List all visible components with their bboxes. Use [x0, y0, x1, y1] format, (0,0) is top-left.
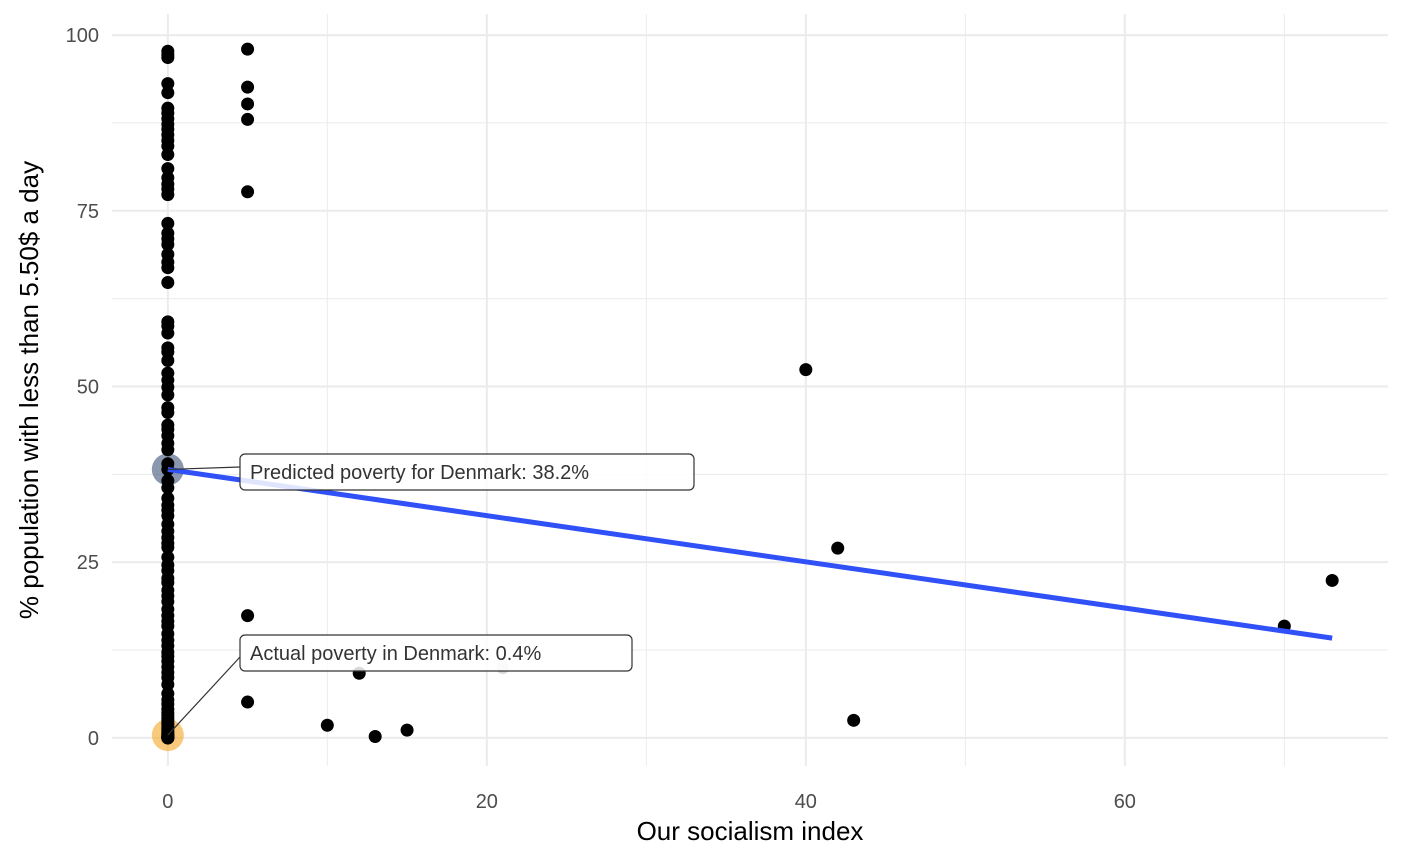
data-point	[161, 731, 175, 745]
data-point	[241, 609, 255, 623]
y-tick-label: 100	[66, 25, 99, 47]
data-point	[161, 51, 175, 65]
y-axis-title: % population with less than 5.50$ a day	[14, 161, 44, 619]
y-tick-label: 50	[77, 376, 99, 398]
data-point	[161, 77, 175, 91]
data-point	[161, 540, 175, 554]
regression-fit-line	[167, 466, 1333, 641]
x-tick-label: 0	[162, 791, 173, 813]
x-axis-title: Our socialism index	[637, 816, 864, 846]
data-point	[1325, 573, 1339, 587]
data-point	[831, 541, 845, 555]
annotation-box	[239, 634, 633, 672]
data-point	[161, 275, 175, 289]
predicted-annotation-label: Predicted poverty for Denmark: 38.2%	[250, 462, 589, 484]
data-point	[161, 388, 175, 402]
data-point	[161, 481, 175, 495]
data-point	[161, 188, 175, 202]
data-point	[161, 677, 175, 691]
data-point	[161, 261, 175, 275]
data-point	[241, 80, 255, 94]
annotation-box	[239, 453, 695, 491]
x-tick-label: 40	[795, 791, 817, 813]
y-tick-label: 0	[88, 728, 99, 750]
y-tick-label: 75	[77, 201, 99, 223]
y-tick-labels: 0 25 50 75 100	[66, 25, 99, 750]
data-point	[241, 42, 255, 56]
data-point	[368, 729, 382, 743]
data-point	[241, 695, 255, 709]
data-point	[161, 86, 175, 100]
x-tick-label: 60	[1114, 791, 1136, 813]
data-point	[241, 97, 255, 111]
regression-line	[167, 466, 1333, 641]
major-gridlines	[112, 14, 1388, 766]
data-point	[799, 363, 813, 377]
annotations: Predicted poverty for Denmark: 38.2% Actu…	[167, 453, 695, 736]
data-point	[847, 713, 861, 727]
data-point	[320, 718, 334, 732]
x-tick-label: 20	[476, 791, 498, 813]
data-point	[241, 185, 255, 199]
data-points	[161, 42, 1339, 745]
data-point	[400, 723, 414, 737]
data-point	[161, 326, 175, 340]
data-point	[161, 238, 175, 252]
data-point	[161, 353, 175, 367]
data-point	[161, 405, 175, 419]
actual-annotation-label: Actual poverty in Denmark: 0.4%	[250, 643, 541, 665]
data-point	[241, 112, 255, 126]
y-tick-label: 25	[77, 552, 99, 574]
data-point	[161, 148, 175, 162]
data-point	[161, 162, 175, 176]
annotation-leader	[167, 466, 241, 471]
annotation-leader	[167, 656, 241, 736]
x-tick-labels: 0 20 40 60	[162, 791, 1136, 813]
data-point	[161, 216, 175, 230]
data-point	[161, 443, 175, 457]
